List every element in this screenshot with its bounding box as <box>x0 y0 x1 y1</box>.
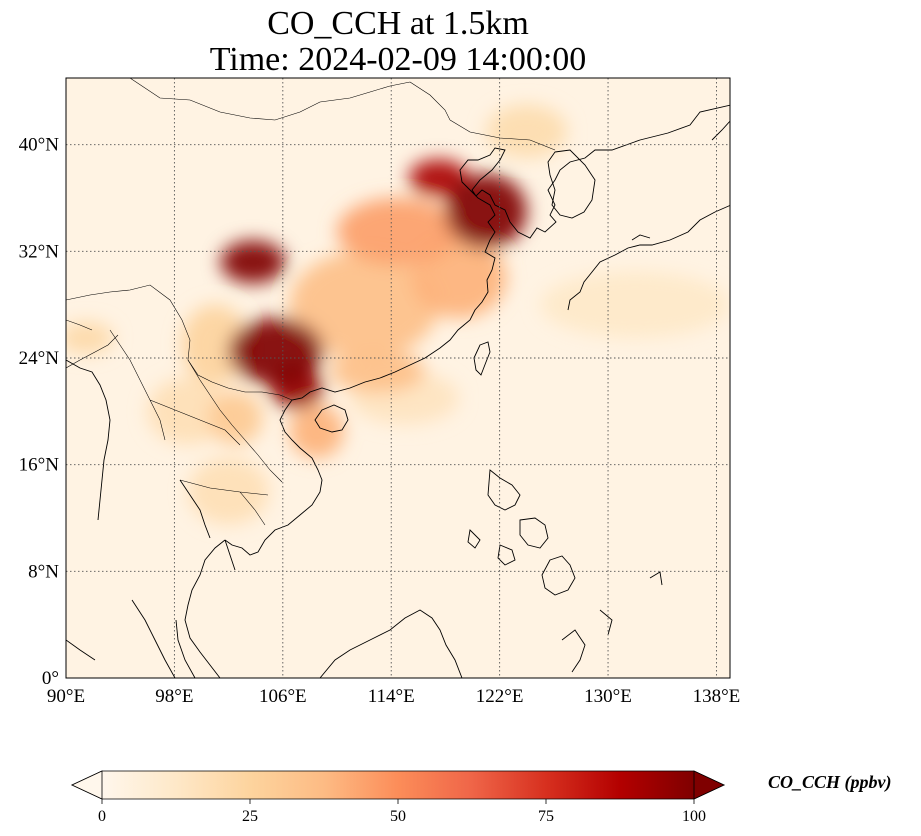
coastline-hainan <box>314 404 349 433</box>
map-panel[interactable] <box>59 77 731 679</box>
plume-6 <box>181 304 249 385</box>
coastline-sulawesi-moluccas <box>561 571 663 673</box>
map-frame <box>65 77 731 679</box>
coastline-philippines <box>467 469 576 596</box>
plume-12 <box>337 198 459 265</box>
colorbar-gradient <box>71 770 725 800</box>
lat-tick-label: 0° <box>42 668 59 689</box>
lat-tick-label: 32°N <box>19 241 60 262</box>
lon-tick-label: 106°E <box>259 686 307 707</box>
colorbar: 0 25 50 75 100 CO_CCH (ppbv) <box>71 770 892 825</box>
plume-4 <box>486 104 568 158</box>
colorbar-tick-label: 75 <box>538 808 554 825</box>
coastline-bay-of-bengal <box>66 359 111 521</box>
plume-16 <box>220 240 286 284</box>
plume-9 <box>330 350 426 393</box>
lon-tick-label: 122°E <box>476 686 524 707</box>
colorbar-tick-label: 50 <box>390 808 406 825</box>
plume-10 <box>411 238 507 318</box>
colorbar-tick-label: 0 <box>98 808 106 825</box>
coastline-korea <box>547 149 596 219</box>
lat-tick-label: 8°N <box>28 561 59 582</box>
colorbar-ticks: 0 25 50 75 100 <box>98 799 706 825</box>
latitude-tick-labels: 0° 8°N 16°N 24°N 32°N 40°N <box>19 135 60 689</box>
graticule <box>66 78 730 678</box>
border-mongolia <box>409 81 451 121</box>
lat-tick-label: 24°N <box>19 348 60 369</box>
colorbar-tick-label: 25 <box>242 808 258 825</box>
colorbar-label: CO_CCH (ppbv) <box>768 772 892 793</box>
plume-17 <box>445 174 527 249</box>
plume-8 <box>289 251 439 358</box>
lon-tick-label: 90°E <box>47 686 85 707</box>
border-myanmar-laos-vietnam <box>109 329 283 526</box>
border-china-southwest <box>66 284 293 401</box>
lon-tick-label: 114°E <box>368 686 415 707</box>
plume-7 <box>208 391 263 445</box>
map-title: CO_CCH at 1.5km <box>267 5 529 42</box>
colorbar-extend-max <box>693 770 725 800</box>
coastline-taiwan <box>473 341 491 376</box>
coastlines <box>66 104 730 678</box>
lon-tick-label: 138°E <box>693 686 741 707</box>
lon-tick-label: 130°E <box>584 686 632 707</box>
plume-3 <box>187 458 270 525</box>
plume-0 <box>540 271 730 338</box>
coastline-china-mainland <box>224 104 730 556</box>
border-india-bangladesh <box>66 319 119 369</box>
longitude-tick-labels: 90°E 98°E 106°E 114°E 122°E 130°E 138°E <box>47 686 740 707</box>
plume-11 <box>289 404 344 459</box>
coastline-indochina <box>179 479 236 678</box>
lon-tick-label: 98°E <box>155 686 193 707</box>
coastline-borneo <box>319 609 463 678</box>
colorbar-tick-label: 100 <box>682 808 706 825</box>
lat-tick-label: 40°N <box>19 135 60 156</box>
coastline-malay-sumatra <box>66 599 196 678</box>
plume-5 <box>66 322 114 354</box>
plume-13 <box>408 159 469 197</box>
map-subtitle-time: Time: 2024-02-09 14:00:00 <box>209 41 587 78</box>
plume-2 <box>147 378 229 445</box>
plume-15 <box>228 318 324 385</box>
coastline-japan <box>567 120 730 311</box>
co-concentration-field <box>66 104 730 525</box>
lat-tick-label: 16°N <box>19 455 60 476</box>
colorbar-extend-min <box>71 770 103 800</box>
